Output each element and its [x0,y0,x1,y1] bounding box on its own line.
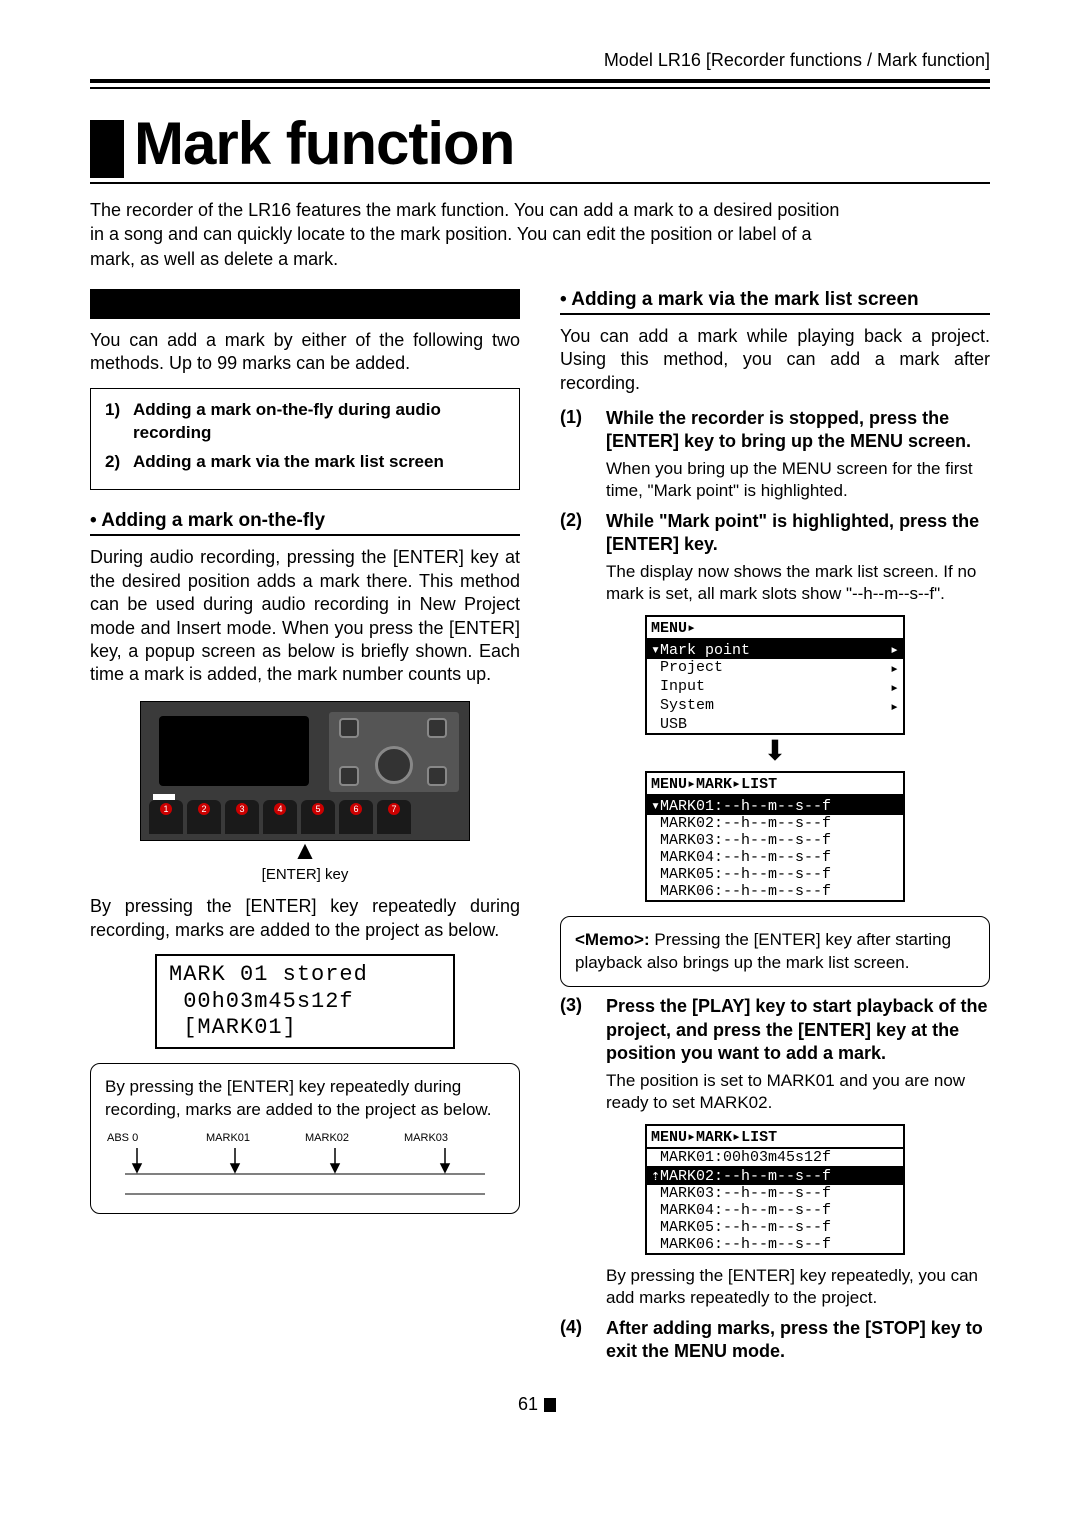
timeline-note-box: By pressing the [ENTER] key repeatedly d… [90,1063,520,1214]
step-3-sub: The position is set to MARK01 and you ar… [606,1070,990,1114]
page-title: Mark function [134,109,514,178]
rule-thick [90,79,990,83]
step-3: (3) Press the [PLAY] key to start playba… [560,995,990,1065]
memo-label: <Memo>: [575,930,650,949]
page-number: 61 [518,1394,538,1414]
arrow-down-icon: ▲ [90,843,520,859]
marklist-body: You can add a mark while playing back a … [560,325,990,395]
subhead-rule [90,534,520,536]
lcd-marklist-screen: MENU▸MARK▸LIST ▾MARK01:--h--m--s--f MARK… [645,771,905,902]
lcd-popup: MARK 01 stored 00h03m45s12f [MARK01] [155,954,455,1049]
title-block-icon [90,120,124,178]
subhead-onthefly: • Adding a mark on-the-fly [90,510,520,532]
tl-label-abs0: ABS 0 [107,1132,206,1144]
onthefly-body: During audio recording, pressing the [EN… [90,546,520,686]
arrow-down-icon-2: ⬇ [560,741,990,761]
intro-text: The recorder of the LR16 features the ma… [90,198,850,271]
step-1-sub: When you bring up the MENU screen for th… [606,458,990,502]
subhead-rule-2 [560,313,990,315]
step-1: (1) While the recorder is stopped, press… [560,407,990,454]
onthefly-body2: By pressing the [ENTER] key repeatedly d… [90,895,520,942]
method-2: 2)Adding a mark via the mark list screen [105,451,505,474]
title-underline [90,182,990,184]
method-1: 1)Adding a mark on-the-fly during audio … [105,399,505,445]
enter-key-caption: [ENTER] key [90,866,520,883]
left-column: You can add a mark by either of the foll… [90,289,520,1368]
timeline-diagram: ABS 0 MARK01 MARK02 MARK03 [105,1128,505,1201]
step-2-sub: The display now shows the mark list scre… [606,561,990,605]
step-4: (4) After adding marks, press the [STOP]… [560,1317,990,1364]
step-2: (2) While "Mark point" is highlighted, p… [560,510,990,557]
title-row: Mark function [90,109,990,178]
left-lead: You can add a mark by either of the foll… [90,329,520,376]
memo-box: <Memo>: Pressing the [ENTER] key after s… [560,916,990,988]
page-footer: 61 [90,1394,990,1415]
device-illustration: 1 2 3 4 5 6 7 [140,701,470,841]
tl-label-mark01: MARK01 [206,1132,305,1144]
tl-label-mark03: MARK03 [404,1132,503,1144]
lcd-marklist-screen-2: MENU▸MARK▸LIST MARK01:00h03m45s12f ⇡MARK… [645,1124,905,1255]
subhead-marklist: • Adding a mark via the mark list screen [560,289,990,311]
step-3-after: By pressing the [ENTER] key repeatedly, … [606,1265,990,1309]
lcd-menu-screen: MENU▸ ▾Mark point▸ Project▸ Input▸ Syste… [645,615,905,735]
footer-bar-icon [544,1398,556,1412]
page-header: Model LR16 [Recorder functions / Mark fu… [90,50,990,71]
section-header-black [90,289,520,319]
methods-box: 1)Adding a mark on-the-fly during audio … [90,388,520,491]
tl-label-mark02: MARK02 [305,1132,404,1144]
timeline-note-text: By pressing the [ENTER] key repeatedly d… [105,1076,505,1122]
right-column: • Adding a mark via the mark list screen… [560,289,990,1368]
rule-thin [90,87,990,89]
